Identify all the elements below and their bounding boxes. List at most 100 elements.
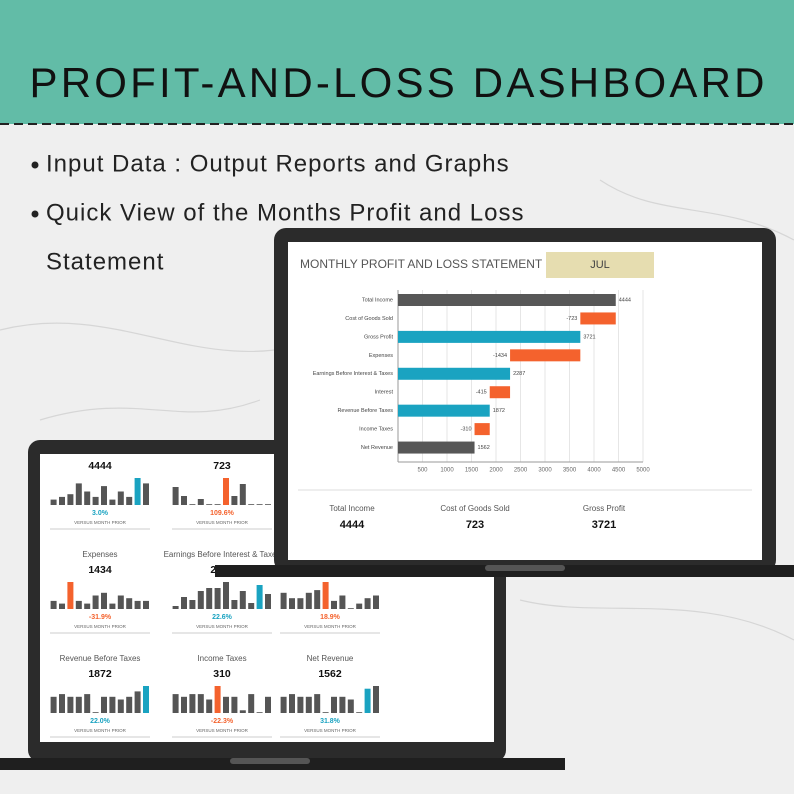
mini-bar <box>84 603 91 609</box>
month-box <box>546 252 654 278</box>
card-caption: VERSUS MONTH PRIOR <box>74 520 127 525</box>
mini-bar <box>322 712 329 713</box>
mini-bar <box>223 696 229 713</box>
summary-title: Gross Profit <box>583 504 626 513</box>
mini-bar <box>50 696 57 713</box>
mini-bar <box>206 699 213 713</box>
mini-bar <box>143 600 149 609</box>
card-change: 3.0% <box>92 510 109 517</box>
value-label: -310 <box>461 427 472 433</box>
mini-bar <box>109 603 116 609</box>
mini-bar <box>305 696 312 713</box>
mini-bar <box>289 694 295 713</box>
mini-bar <box>92 712 99 713</box>
x-tick-label: 5000 <box>636 468 650 474</box>
card-title: Revenue Before Taxes <box>60 654 141 663</box>
bullet-text: Quick View of the Months Profit and Loss <box>46 199 524 226</box>
mini-bar <box>231 496 238 505</box>
mini-bar <box>331 600 337 609</box>
mini-bar <box>75 483 82 505</box>
mini-bar <box>364 598 371 609</box>
value-label: 1562 <box>478 445 490 451</box>
bullet-dot <box>31 210 39 218</box>
mini-bar <box>256 585 263 609</box>
y-tick-label: Interest <box>375 390 394 396</box>
card-value: 1562 <box>318 668 342 680</box>
mini-bar <box>297 696 304 713</box>
mini-bar <box>75 696 82 713</box>
mini-bar <box>223 478 229 505</box>
bar <box>398 404 490 417</box>
bullet-list: Input Data : Output Reports and Graphs Qu… <box>31 150 524 275</box>
mini-bar <box>92 496 99 505</box>
mini-bar <box>143 483 149 505</box>
mini-bar <box>314 694 321 713</box>
mini-bar <box>189 504 196 505</box>
mini-bar <box>59 603 65 609</box>
card-value: 310 <box>213 668 231 680</box>
mini-bar <box>172 606 179 609</box>
mini-bar <box>134 600 141 609</box>
value-label: -415 <box>476 390 487 396</box>
mini-bar <box>239 484 246 505</box>
mini-bar <box>126 496 133 505</box>
mini-bar <box>214 504 221 505</box>
y-tick-label: Gross Profit <box>364 334 394 340</box>
value-label: 3721 <box>583 334 595 340</box>
mini-bar <box>305 592 312 609</box>
vein <box>519 599 794 641</box>
mini-bar <box>347 699 354 713</box>
x-tick-label: 2000 <box>489 468 503 474</box>
vein <box>599 179 794 241</box>
card-value: 1872 <box>88 668 112 680</box>
value-label: -723 <box>566 316 577 322</box>
x-tick-label: 500 <box>417 468 428 474</box>
mini-bar <box>239 710 246 713</box>
card-value: 723 <box>213 460 231 472</box>
y-tick-label: Total Income <box>362 297 393 303</box>
month-label: JUL <box>590 259 610 271</box>
bar <box>580 312 616 325</box>
y-tick-label: Cost of Goods Sold <box>345 316 393 322</box>
mini-bar <box>364 688 371 713</box>
bar <box>489 386 511 399</box>
card-title: Expenses <box>82 550 117 559</box>
mini-bar <box>239 591 246 609</box>
mini-bar <box>101 486 107 505</box>
x-tick-label: 4000 <box>587 468 601 474</box>
mini-bar <box>67 582 74 609</box>
mini-bar <box>117 491 124 505</box>
card-caption: VERSUS MONTH PRIOR <box>196 728 249 733</box>
value-label: 1872 <box>493 408 505 414</box>
summary-title: Total Income <box>329 504 375 513</box>
card-caption: VERSUS MONTH PRIOR <box>74 728 127 733</box>
x-tick-label: 1000 <box>440 468 454 474</box>
card-change: 18.9% <box>320 614 341 621</box>
mini-bar <box>50 499 57 505</box>
y-tick-label: Revenue Before Taxes <box>337 408 393 414</box>
card-change: -31.9% <box>89 614 112 621</box>
mini-bar <box>181 597 187 609</box>
mini-bar <box>231 600 238 609</box>
mini-bar <box>256 712 263 713</box>
mini-bar <box>181 496 187 505</box>
card-caption: VERSUS MONTH PRIOR <box>304 624 357 629</box>
statement-title: MONTHLY PROFIT AND LOSS STATEMENT <box>300 257 543 271</box>
mini-bar <box>197 499 204 505</box>
mini-bar <box>280 696 287 713</box>
bar <box>398 294 616 306</box>
card-caption: VERSUS MONTH PRIOR <box>196 624 249 629</box>
bar <box>474 423 490 436</box>
front-laptop: MONTHLY PROFIT AND LOSS STATEMENT JUL 500 1… <box>215 228 794 577</box>
mini-bar <box>373 686 379 713</box>
card-title: Earnings Before Interest & Taxes <box>164 550 281 559</box>
mini-bar <box>248 603 255 609</box>
mini-bar <box>297 598 304 609</box>
mini-bar <box>248 694 255 713</box>
mini-bar <box>214 686 221 713</box>
summary-value: 4444 <box>340 519 365 531</box>
mini-bar <box>109 499 116 505</box>
card-title: Net Revenue <box>307 654 354 663</box>
bar <box>398 441 475 454</box>
mini-bar <box>248 504 255 505</box>
